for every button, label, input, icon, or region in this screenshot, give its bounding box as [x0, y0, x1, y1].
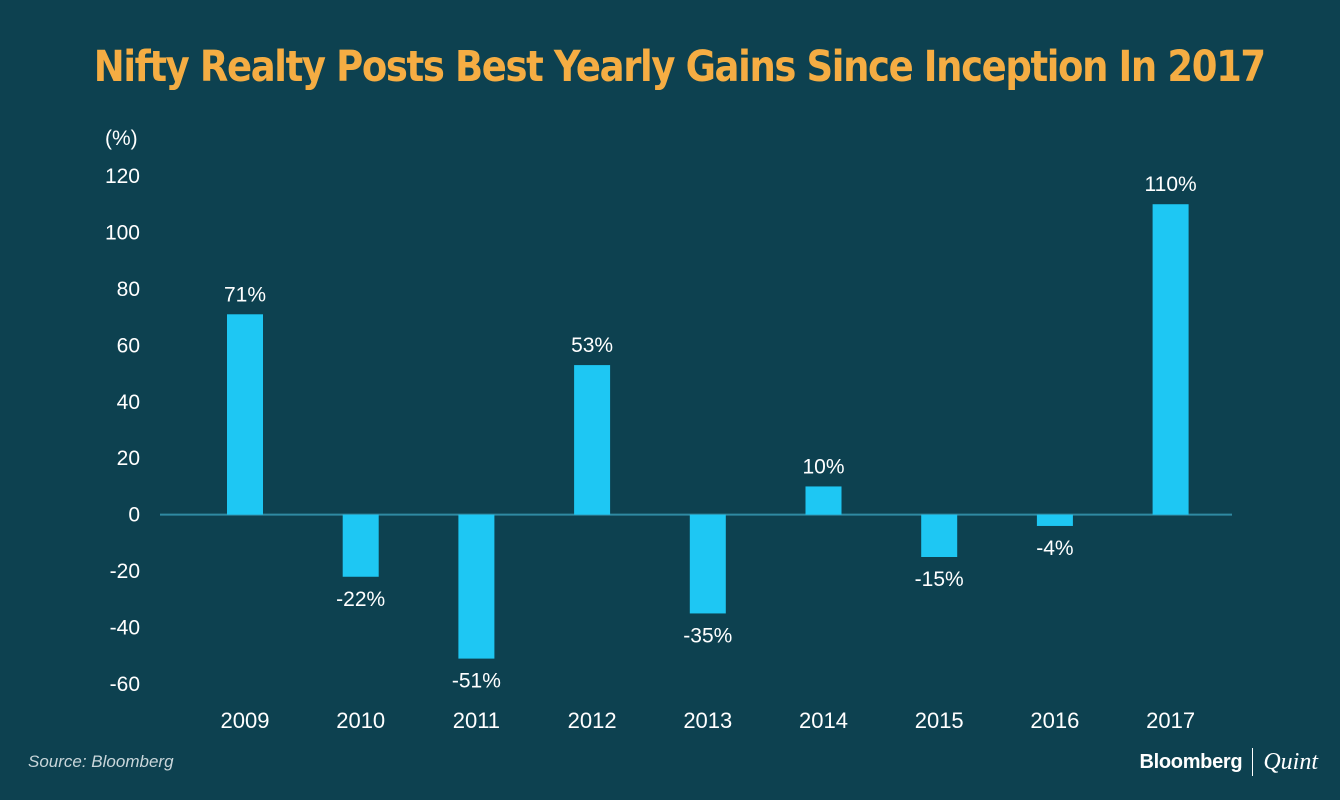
brand-logo: Bloomberg Quint — [1139, 748, 1318, 776]
y-tick-label: 40 — [117, 391, 140, 414]
x-tick-label: 2016 — [1030, 708, 1079, 733]
y-tick-label: 0 — [128, 504, 140, 527]
bar-2017 — [1152, 204, 1189, 515]
x-tick-label: 2014 — [799, 708, 848, 733]
data-label: -22% — [336, 588, 385, 611]
y-tick-label: 60 — [117, 334, 140, 357]
x-tick-label: 2013 — [683, 708, 732, 733]
chart-title: Nifty Realty Posts Best Yearly Gains Sin… — [93, 42, 1266, 92]
y-tick-label: -40 — [110, 617, 140, 640]
data-labels: 71% -22% -51% 53% -35% 10% -15% -4% 110% — [224, 173, 1197, 692]
bar-2013 — [689, 514, 726, 614]
y-tick-label: 100 — [105, 221, 140, 244]
source-note: Source: Bloomberg — [28, 752, 174, 771]
bar-2012 — [574, 365, 611, 515]
y-tick-label: -60 — [110, 673, 140, 696]
y-tick-label: 20 — [117, 447, 140, 470]
bar-2016 — [1036, 514, 1073, 526]
bar-2009 — [227, 314, 263, 515]
data-label: -35% — [683, 624, 732, 647]
brand-divider — [1252, 748, 1254, 776]
x-tick-label: 2009 — [221, 708, 270, 733]
x-axis-ticks: 2009 2010 2011 2012 2013 2014 2015 2016 2017 — [221, 708, 1196, 733]
bar-2015 — [921, 514, 958, 557]
x-tick-label: 2017 — [1146, 708, 1195, 733]
data-label: 10% — [802, 455, 844, 478]
data-label: -51% — [452, 670, 501, 693]
bar-2011 — [458, 514, 495, 659]
data-label: 110% — [1145, 173, 1197, 196]
y-axis-ticks: 120 100 80 60 40 20 0 -20 -40 -60 — [105, 165, 140, 696]
x-tick-label: 2012 — [568, 708, 617, 733]
x-tick-label: 2010 — [336, 708, 385, 733]
data-label: 53% — [571, 334, 613, 357]
data-label: -4% — [1036, 537, 1073, 560]
y-tick-label: 120 — [105, 165, 140, 188]
brand-quint: Quint — [1263, 748, 1318, 775]
y-tick-label: 80 — [117, 278, 140, 301]
x-tick-label: 2011 — [453, 708, 500, 733]
x-tick-label: 2015 — [915, 708, 964, 733]
brand-bloomberg: Bloomberg — [1139, 750, 1243, 773]
data-label: 71% — [224, 283, 266, 306]
bar-2014 — [805, 486, 842, 515]
bars — [227, 204, 1189, 659]
y-axis-unit-label: (%) — [105, 127, 138, 150]
y-tick-label: -20 — [110, 560, 140, 583]
data-label: -15% — [915, 568, 964, 591]
bar-2010 — [342, 514, 379, 577]
